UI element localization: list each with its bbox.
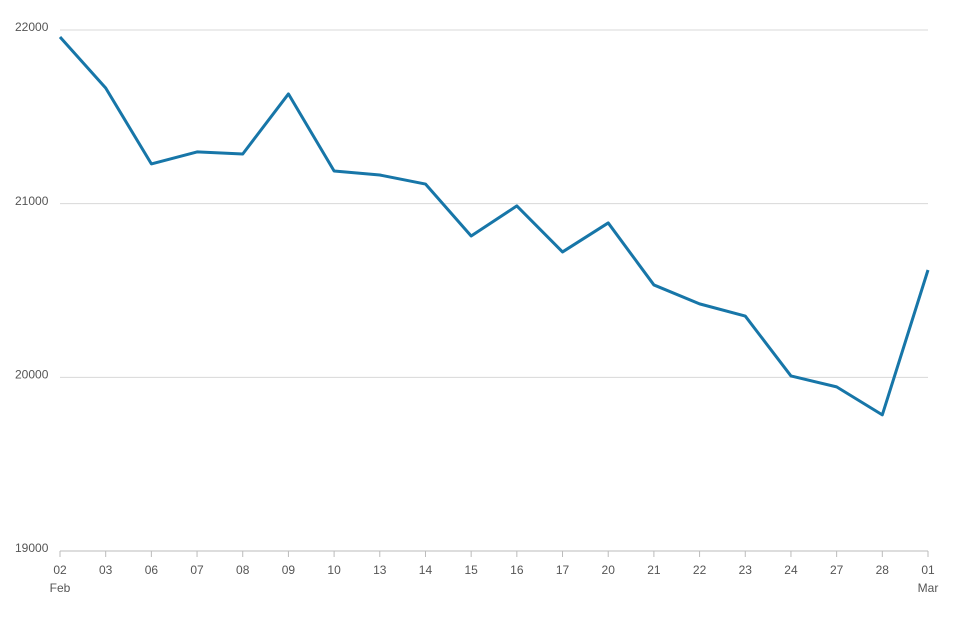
x-tick-label: 06 [145,563,159,577]
x-tick-label: 16 [510,563,524,577]
x-tick-label: 03 [99,563,113,577]
y-tick-label: 20000 [15,368,49,382]
x-tick-label: 24 [784,563,798,577]
x-tick-label: 20 [602,563,616,577]
x-tick-label: 22 [693,563,707,577]
y-tick-label: 19000 [15,541,49,555]
x-tick-label: 21 [647,563,661,577]
x-tick-label: 14 [419,563,433,577]
x-tick-label: 13 [373,563,387,577]
x-tick-label: 08 [236,563,250,577]
x-tick-label: 09 [282,563,296,577]
x-tick-label: 02 [53,563,67,577]
line [58,35,930,417]
x-tick-label: 01 [921,563,935,577]
x-tick-label: 07 [190,563,204,577]
x-tick-label: 23 [739,563,753,577]
x-tick-label: 28 [876,563,890,577]
y-tick-label: 21000 [15,194,49,208]
x-tick-label: 17 [556,563,570,577]
x-tick-label: 15 [464,563,478,577]
x-tick-sublabel: Mar [918,581,939,595]
x-tick-label: 10 [327,563,341,577]
y-tick-label: 22000 [15,20,49,34]
x-tick-sublabel: Feb [50,581,71,595]
x-tick-label: 27 [830,563,844,577]
